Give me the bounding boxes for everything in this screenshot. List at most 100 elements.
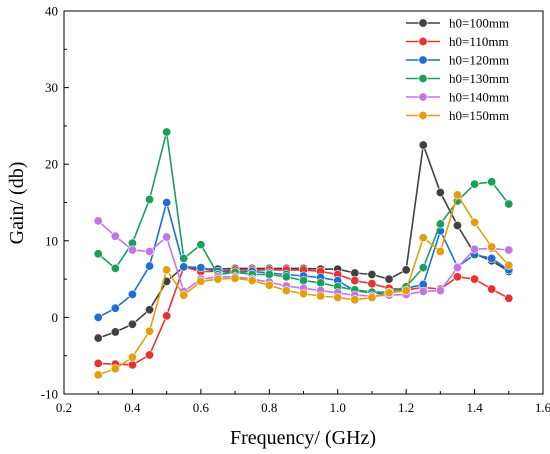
- data-point: [470, 179, 480, 189]
- legend-entry: h0=110mm: [406, 34, 509, 49]
- series-line: [97, 199, 510, 319]
- x-tick-label: 1.2: [398, 400, 414, 415]
- legend-marker: [418, 36, 428, 46]
- data-point: [93, 216, 103, 226]
- data-point: [127, 245, 137, 255]
- data-point: [487, 253, 497, 263]
- data-point: [145, 305, 155, 315]
- series-5: [93, 216, 514, 301]
- x-tick-label: 1.0: [330, 400, 346, 415]
- x-tick-label: 1.4: [466, 400, 483, 415]
- x-tick-label: 0.8: [261, 400, 277, 415]
- data-point: [145, 194, 155, 204]
- data-point: [281, 286, 291, 296]
- y-tick-label: 30: [45, 80, 58, 95]
- data-point: [504, 199, 514, 209]
- y-axis-title: Gain/ (db): [6, 162, 28, 245]
- data-point: [367, 279, 377, 289]
- data-point: [487, 284, 497, 294]
- legend-marker: [418, 74, 428, 84]
- data-point: [504, 260, 514, 270]
- data-point: [93, 249, 103, 259]
- data-point: [367, 292, 377, 302]
- series-4: [93, 127, 514, 297]
- data-point: [162, 232, 172, 242]
- y-tick-label: -10: [41, 387, 58, 402]
- data-point: [110, 263, 120, 273]
- legend-entry: h0=130mm: [406, 71, 509, 86]
- x-tick-label: 1.6: [535, 400, 550, 415]
- data-point: [298, 276, 308, 286]
- data-point: [316, 278, 326, 288]
- series-line: [97, 144, 510, 339]
- legend-label: h0=150mm: [449, 108, 509, 123]
- data-point: [145, 350, 155, 360]
- legend: h0=100mm h0=110mm h0=120mm h0=130mm h0=140mm…: [406, 16, 509, 123]
- legend-label: h0=120mm: [449, 53, 509, 68]
- y-tick-label: 0: [52, 310, 59, 325]
- data-point: [367, 270, 377, 280]
- data-point: [127, 319, 137, 329]
- legend-label: h0=140mm: [449, 90, 509, 105]
- data-point: [145, 326, 155, 336]
- legend-marker: [418, 55, 428, 65]
- data-point: [350, 276, 360, 286]
- data-point: [401, 286, 411, 296]
- data-point: [179, 290, 189, 300]
- data-point: [127, 352, 137, 362]
- data-point: [93, 312, 103, 322]
- data-point: [145, 261, 155, 271]
- axis-ticks: 0.2 0.4 0.6 0.8 1.0 1.2 1.4 1.6 -10 0 10 20 30 40: [41, 4, 550, 416]
- data-point: [110, 364, 120, 374]
- data-point: [435, 188, 445, 198]
- data-point: [264, 280, 274, 290]
- data-point: [247, 276, 257, 286]
- legend-label: h0=110mm: [449, 34, 509, 49]
- data-point: [281, 272, 291, 282]
- legend-entry: h0=150mm: [406, 108, 509, 123]
- data-point: [418, 263, 428, 273]
- series-6: [93, 190, 514, 380]
- data-point: [162, 198, 172, 208]
- legend-label: h0=130mm: [449, 71, 509, 86]
- data-point: [196, 240, 206, 250]
- data-point: [196, 263, 206, 273]
- data-point: [127, 289, 137, 299]
- x-tick-label: 0.6: [193, 400, 210, 415]
- data-point: [93, 370, 103, 380]
- data-point: [504, 293, 514, 303]
- data-point: [333, 292, 343, 302]
- data-point: [213, 274, 223, 284]
- data-point: [384, 274, 394, 284]
- data-point: [110, 303, 120, 313]
- series-group: [93, 127, 514, 380]
- data-point: [384, 288, 394, 298]
- data-point: [110, 231, 120, 241]
- data-point: [452, 190, 462, 200]
- data-point: [470, 244, 480, 254]
- data-point: [196, 276, 206, 286]
- data-point: [452, 263, 462, 273]
- data-point: [418, 140, 428, 150]
- plot-frame: [63, 10, 544, 395]
- legend-label: h0=100mm: [449, 16, 509, 31]
- data-point: [435, 286, 445, 296]
- data-point: [162, 127, 172, 137]
- data-point: [162, 265, 172, 275]
- data-point: [487, 177, 497, 187]
- data-point: [316, 291, 326, 301]
- data-point: [145, 247, 155, 257]
- data-point: [179, 262, 189, 272]
- data-point: [93, 333, 103, 343]
- data-point: [350, 295, 360, 305]
- data-point: [127, 360, 137, 370]
- x-tick-label: 0.4: [124, 400, 141, 415]
- x-axis-title: Frequency/ (GHz): [230, 427, 376, 449]
- x-tick-label: 0.2: [56, 400, 72, 415]
- legend-marker: [418, 111, 428, 121]
- data-point: [298, 289, 308, 299]
- y-tick-label: 10: [45, 233, 58, 248]
- data-point: [93, 358, 103, 368]
- data-point: [401, 265, 411, 275]
- data-point: [435, 247, 445, 257]
